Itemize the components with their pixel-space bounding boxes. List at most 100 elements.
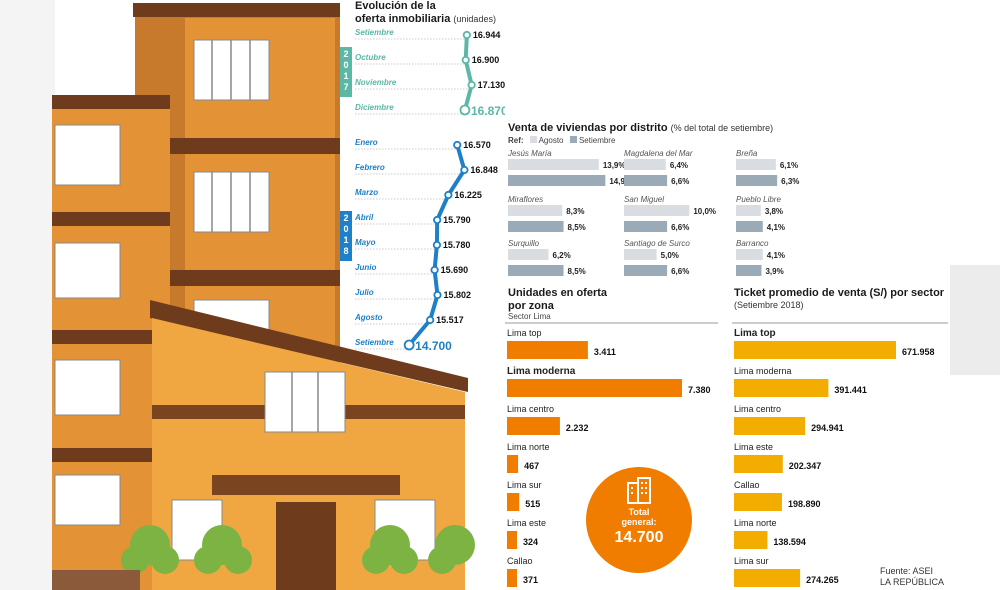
- bar-label-agosto: 8,3%: [566, 207, 584, 216]
- data-point: [461, 55, 470, 65]
- bar-setiembre: [508, 221, 564, 232]
- data-point: [453, 140, 462, 150]
- district-name: Barranco: [736, 239, 769, 248]
- bar-value: 515: [525, 499, 540, 509]
- front-roof: [150, 300, 468, 392]
- bar: [507, 569, 517, 587]
- bar-agosto: [624, 159, 666, 170]
- data-label: 15.690: [441, 265, 469, 275]
- month-label: Agosto: [354, 313, 383, 322]
- left-margin: [0, 0, 55, 590]
- month-label: Febrero: [355, 163, 385, 172]
- bar-label-agosto: 6,4%: [670, 161, 688, 170]
- category-label: Lima este: [734, 442, 773, 452]
- month-label: Mayo: [355, 238, 376, 247]
- data-label: 16.570: [463, 140, 491, 150]
- bar-agosto: [736, 205, 761, 216]
- bar-label-agosto: 6,1%: [780, 161, 798, 170]
- month-label: Abril: [354, 213, 374, 222]
- data-label: 16.944: [473, 30, 501, 40]
- bar-label-setiembre: 6,3%: [781, 177, 799, 186]
- data-label: 15.790: [443, 215, 471, 225]
- data-point: [444, 190, 453, 200]
- year-label: 2: [343, 213, 348, 223]
- series-line: [463, 34, 474, 111]
- floor-band: [168, 270, 340, 286]
- legend-swatch-agosto: [529, 136, 537, 143]
- ticket-subtitle: (Setiembre 2018): [734, 300, 804, 310]
- district-name: Miraflores: [508, 195, 543, 204]
- units-title: Unidades en oferta por zona: [508, 287, 608, 312]
- category-label: Lima norte: [507, 442, 550, 452]
- bar: [734, 417, 806, 435]
- district-name: Jesús María: [507, 149, 552, 158]
- data-point: [467, 80, 476, 90]
- bar-setiembre: [508, 175, 606, 186]
- bar-setiembre: [624, 175, 668, 186]
- district-subtitle: (% del total de setiembre): [670, 123, 774, 133]
- category-label: Lima moderna: [507, 366, 576, 377]
- bar: [507, 531, 517, 549]
- district-legend: Ref: Agosto Setiembre: [508, 136, 616, 145]
- ticket-title: Ticket promedio de venta (S/) por sector: [734, 287, 945, 299]
- bar-value: 671.958: [902, 347, 935, 357]
- district-name: Breña: [736, 149, 758, 158]
- source: Fuente: ASEI LA REPÚBLICA: [880, 566, 945, 587]
- bar-agosto: [508, 159, 599, 170]
- evolution-chart: 2017SetiembreOctubreNoviembreDiciembre16…: [340, 28, 505, 353]
- year-label: 7: [343, 82, 348, 92]
- year-box: [340, 211, 352, 261]
- total-circle: Total general: 14.700: [586, 467, 692, 573]
- data-label: 16.900: [472, 55, 500, 65]
- year-label: 0: [343, 224, 348, 234]
- bar-label-setiembre: 8,5%: [568, 267, 586, 276]
- district-name: Surquillo: [508, 239, 540, 248]
- category-label: Lima norte: [734, 518, 777, 528]
- month-label: Marzo: [355, 188, 378, 197]
- month-label: Noviembre: [355, 78, 397, 87]
- data-point: [403, 339, 415, 351]
- bar: [734, 569, 801, 587]
- year-label: 1: [343, 71, 348, 81]
- bar-setiembre: [624, 221, 668, 232]
- bar-value: 467: [524, 461, 539, 471]
- bar: [507, 455, 519, 473]
- buildings-icon: [627, 477, 651, 504]
- data-label: 15.802: [443, 290, 471, 300]
- bar: [734, 379, 829, 397]
- bar-label-agosto: 3,8%: [765, 207, 783, 216]
- bar-setiembre: [736, 221, 763, 232]
- month-label: Setiembre: [355, 28, 394, 37]
- bar-value: 198.890: [788, 499, 821, 509]
- category-label: Lima sur: [507, 480, 542, 490]
- bar-setiembre: [508, 265, 564, 276]
- bar-label-setiembre: 3,9%: [765, 267, 783, 276]
- bar: [734, 531, 768, 549]
- tower-roof: [133, 3, 340, 17]
- total-label: Total general:: [621, 507, 657, 527]
- bar-value: 294.941: [811, 423, 844, 433]
- data-label: 15.517: [436, 315, 464, 325]
- bar-label-agosto: 10,0%: [693, 207, 716, 216]
- category-label: Lima este: [507, 518, 546, 528]
- bar-value: 391.441: [834, 385, 867, 395]
- category-label: Callao: [734, 480, 760, 490]
- bar-agosto: [508, 249, 549, 260]
- bar-label-agosto: 5,0%: [661, 251, 679, 260]
- bar-value: 371: [523, 575, 538, 585]
- units-subtitle: Sector Lima: [508, 312, 551, 321]
- total-value: 14.700: [614, 529, 664, 546]
- year-label: 8: [343, 246, 348, 256]
- bar: [734, 493, 782, 511]
- bar-agosto: [624, 249, 657, 260]
- bar: [507, 341, 588, 359]
- right-margin: [950, 265, 1000, 375]
- month-label: Julio: [355, 288, 374, 297]
- bar-value: 3.411: [594, 347, 616, 357]
- bar-label-setiembre: 14,9%: [609, 177, 632, 186]
- data-point: [430, 265, 439, 275]
- category-label: Lima centro: [507, 404, 554, 414]
- ticket-chart: Lima top 671.958 Lima moderna 391.441 Lima c…: [732, 322, 948, 587]
